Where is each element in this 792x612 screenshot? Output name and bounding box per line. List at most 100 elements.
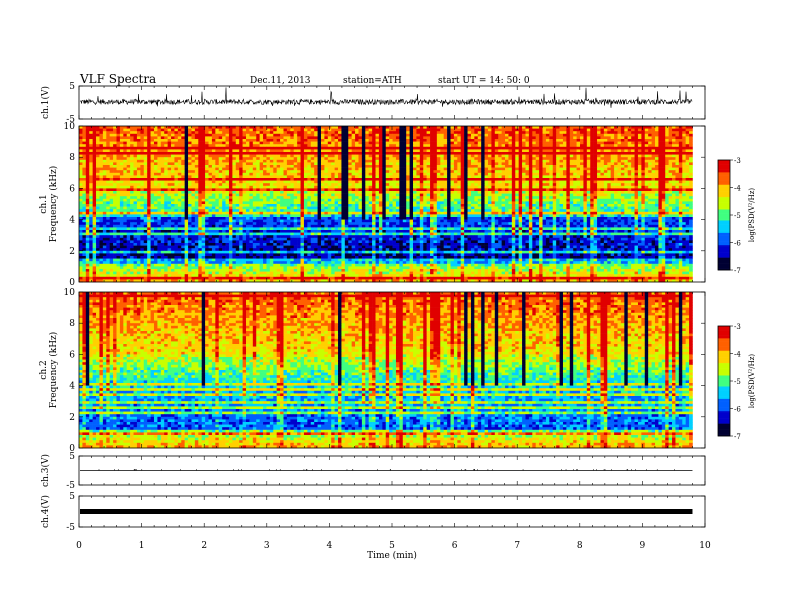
- spectrogram-cell: [468, 142, 472, 145]
- spectrogram-cell: [236, 149, 240, 152]
- spectrogram-cell: [481, 126, 485, 129]
- spectrogram-cell: [447, 134, 451, 137]
- spectrogram-cell: [549, 129, 553, 132]
- spectrogram-cell: [539, 142, 543, 145]
- spectrogram-cell: [539, 149, 543, 152]
- spectrogram-cell: [481, 136, 485, 139]
- spectrogram-cell: [420, 126, 424, 129]
- spectrogram-cell: [164, 155, 168, 158]
- spectrogram-cell: [631, 160, 635, 163]
- spectrogram-cell: [454, 155, 458, 158]
- spectrogram-cell: [631, 155, 635, 158]
- spectrogram-cell: [461, 147, 465, 150]
- spectrogram-cell: [168, 147, 172, 150]
- spectrogram-cell: [249, 131, 253, 134]
- spectrogram-cell: [553, 160, 557, 163]
- spectrogram-cell: [307, 136, 311, 139]
- spectrogram-cell: [600, 129, 604, 132]
- spectrogram-cell: [362, 139, 366, 142]
- spectrogram-cell: [471, 131, 475, 134]
- spectrogram-cell: [505, 142, 509, 145]
- spectrogram-cell: [116, 144, 120, 147]
- spectrogram-cell: [154, 160, 158, 163]
- spectrogram-cell: [195, 142, 199, 145]
- spectrogram-cell: [137, 129, 141, 132]
- spectrogram-cell: [645, 131, 649, 134]
- spectrogram-cell: [478, 157, 482, 160]
- spectrogram-cell: [239, 136, 243, 139]
- spectrogram-cell: [157, 131, 161, 134]
- spectrogram-cell: [328, 147, 332, 150]
- spectrogram-cell: [355, 152, 359, 155]
- spectrogram-cell: [416, 136, 420, 139]
- spectrogram-cell: [93, 152, 97, 155]
- spectrogram-cell: [648, 134, 652, 137]
- spectrogram-cell: [188, 157, 192, 160]
- spectrogram-cell: [277, 136, 281, 139]
- spectrogram-cell: [498, 142, 502, 145]
- spectrogram-cell: [604, 155, 608, 158]
- spectrogram-cell: [341, 131, 345, 134]
- spectrogram-cell: [222, 162, 226, 165]
- spectrogram-cell: [403, 139, 407, 142]
- spectrogram-cell: [454, 131, 458, 134]
- spectrogram-cell: [648, 152, 652, 155]
- spectrogram-cell: [328, 157, 332, 160]
- spectrogram-cell: [628, 157, 632, 160]
- spectrogram-cell: [549, 162, 553, 165]
- spectrogram-cell: [386, 129, 390, 132]
- spectrogram-cell: [536, 160, 540, 163]
- spectrogram-cell: [355, 155, 359, 158]
- spectrogram-cell: [624, 134, 628, 137]
- spectrogram-cell: [99, 134, 103, 137]
- spectrogram-cell: [686, 136, 690, 139]
- spectrogram-cell: [638, 162, 642, 165]
- spectrogram-cell: [553, 144, 557, 147]
- spectrogram-cell: [144, 126, 148, 129]
- spectrogram-cell: [525, 134, 529, 137]
- spectrogram-cell: [212, 136, 216, 139]
- spectrogram-cell: [515, 131, 519, 134]
- spectrogram-cell: [508, 126, 512, 129]
- spectrogram-cell: [171, 160, 175, 163]
- spectrogram-cell: [307, 142, 311, 145]
- spectrogram-cell: [604, 157, 608, 160]
- spectrogram-cell: [611, 157, 615, 160]
- spectrogram-cell: [461, 157, 465, 160]
- spectrogram-cell: [658, 129, 662, 132]
- spectrogram-cell: [229, 149, 233, 152]
- spectrogram-cell: [321, 155, 325, 158]
- spectrogram-cell: [553, 131, 557, 134]
- spectrogram-cell: [314, 160, 318, 163]
- spectrogram-cell: [440, 144, 444, 147]
- spectrogram-cell: [335, 126, 339, 129]
- spectrogram-cell: [430, 136, 434, 139]
- spectrogram-cell: [594, 162, 598, 165]
- spectrogram-cell: [437, 162, 441, 165]
- spectrogram-cell: [103, 165, 107, 168]
- spectrogram-cell: [638, 147, 642, 150]
- spectrogram-cell: [669, 157, 673, 160]
- spectrogram-cell: [396, 134, 400, 137]
- spectrogram-cell: [635, 139, 639, 142]
- spectrogram-cell: [481, 155, 485, 158]
- spectrogram-cell: [399, 157, 403, 160]
- spectrogram-cell: [573, 136, 577, 139]
- spectrogram-cell: [512, 157, 516, 160]
- spectrogram-cell: [219, 136, 223, 139]
- spectrogram-cell: [618, 155, 622, 158]
- spectrogram-cell: [389, 144, 393, 147]
- spectrogram-cell: [587, 134, 591, 137]
- spectrogram-cell: [495, 149, 499, 152]
- spectrogram-cell: [283, 126, 287, 129]
- spectrogram-cell: [168, 131, 172, 134]
- spectrogram-cell: [164, 157, 168, 160]
- spectrogram-cell: [127, 157, 131, 160]
- spectrogram-cell: [127, 162, 131, 165]
- spectrogram-cell: [106, 160, 110, 163]
- spectrogram-cell: [256, 162, 260, 165]
- spectrogram-cell: [324, 134, 328, 137]
- spectrogram-cell: [198, 134, 202, 137]
- spectrogram-cell: [263, 134, 267, 137]
- spectrogram-cell: [79, 131, 83, 134]
